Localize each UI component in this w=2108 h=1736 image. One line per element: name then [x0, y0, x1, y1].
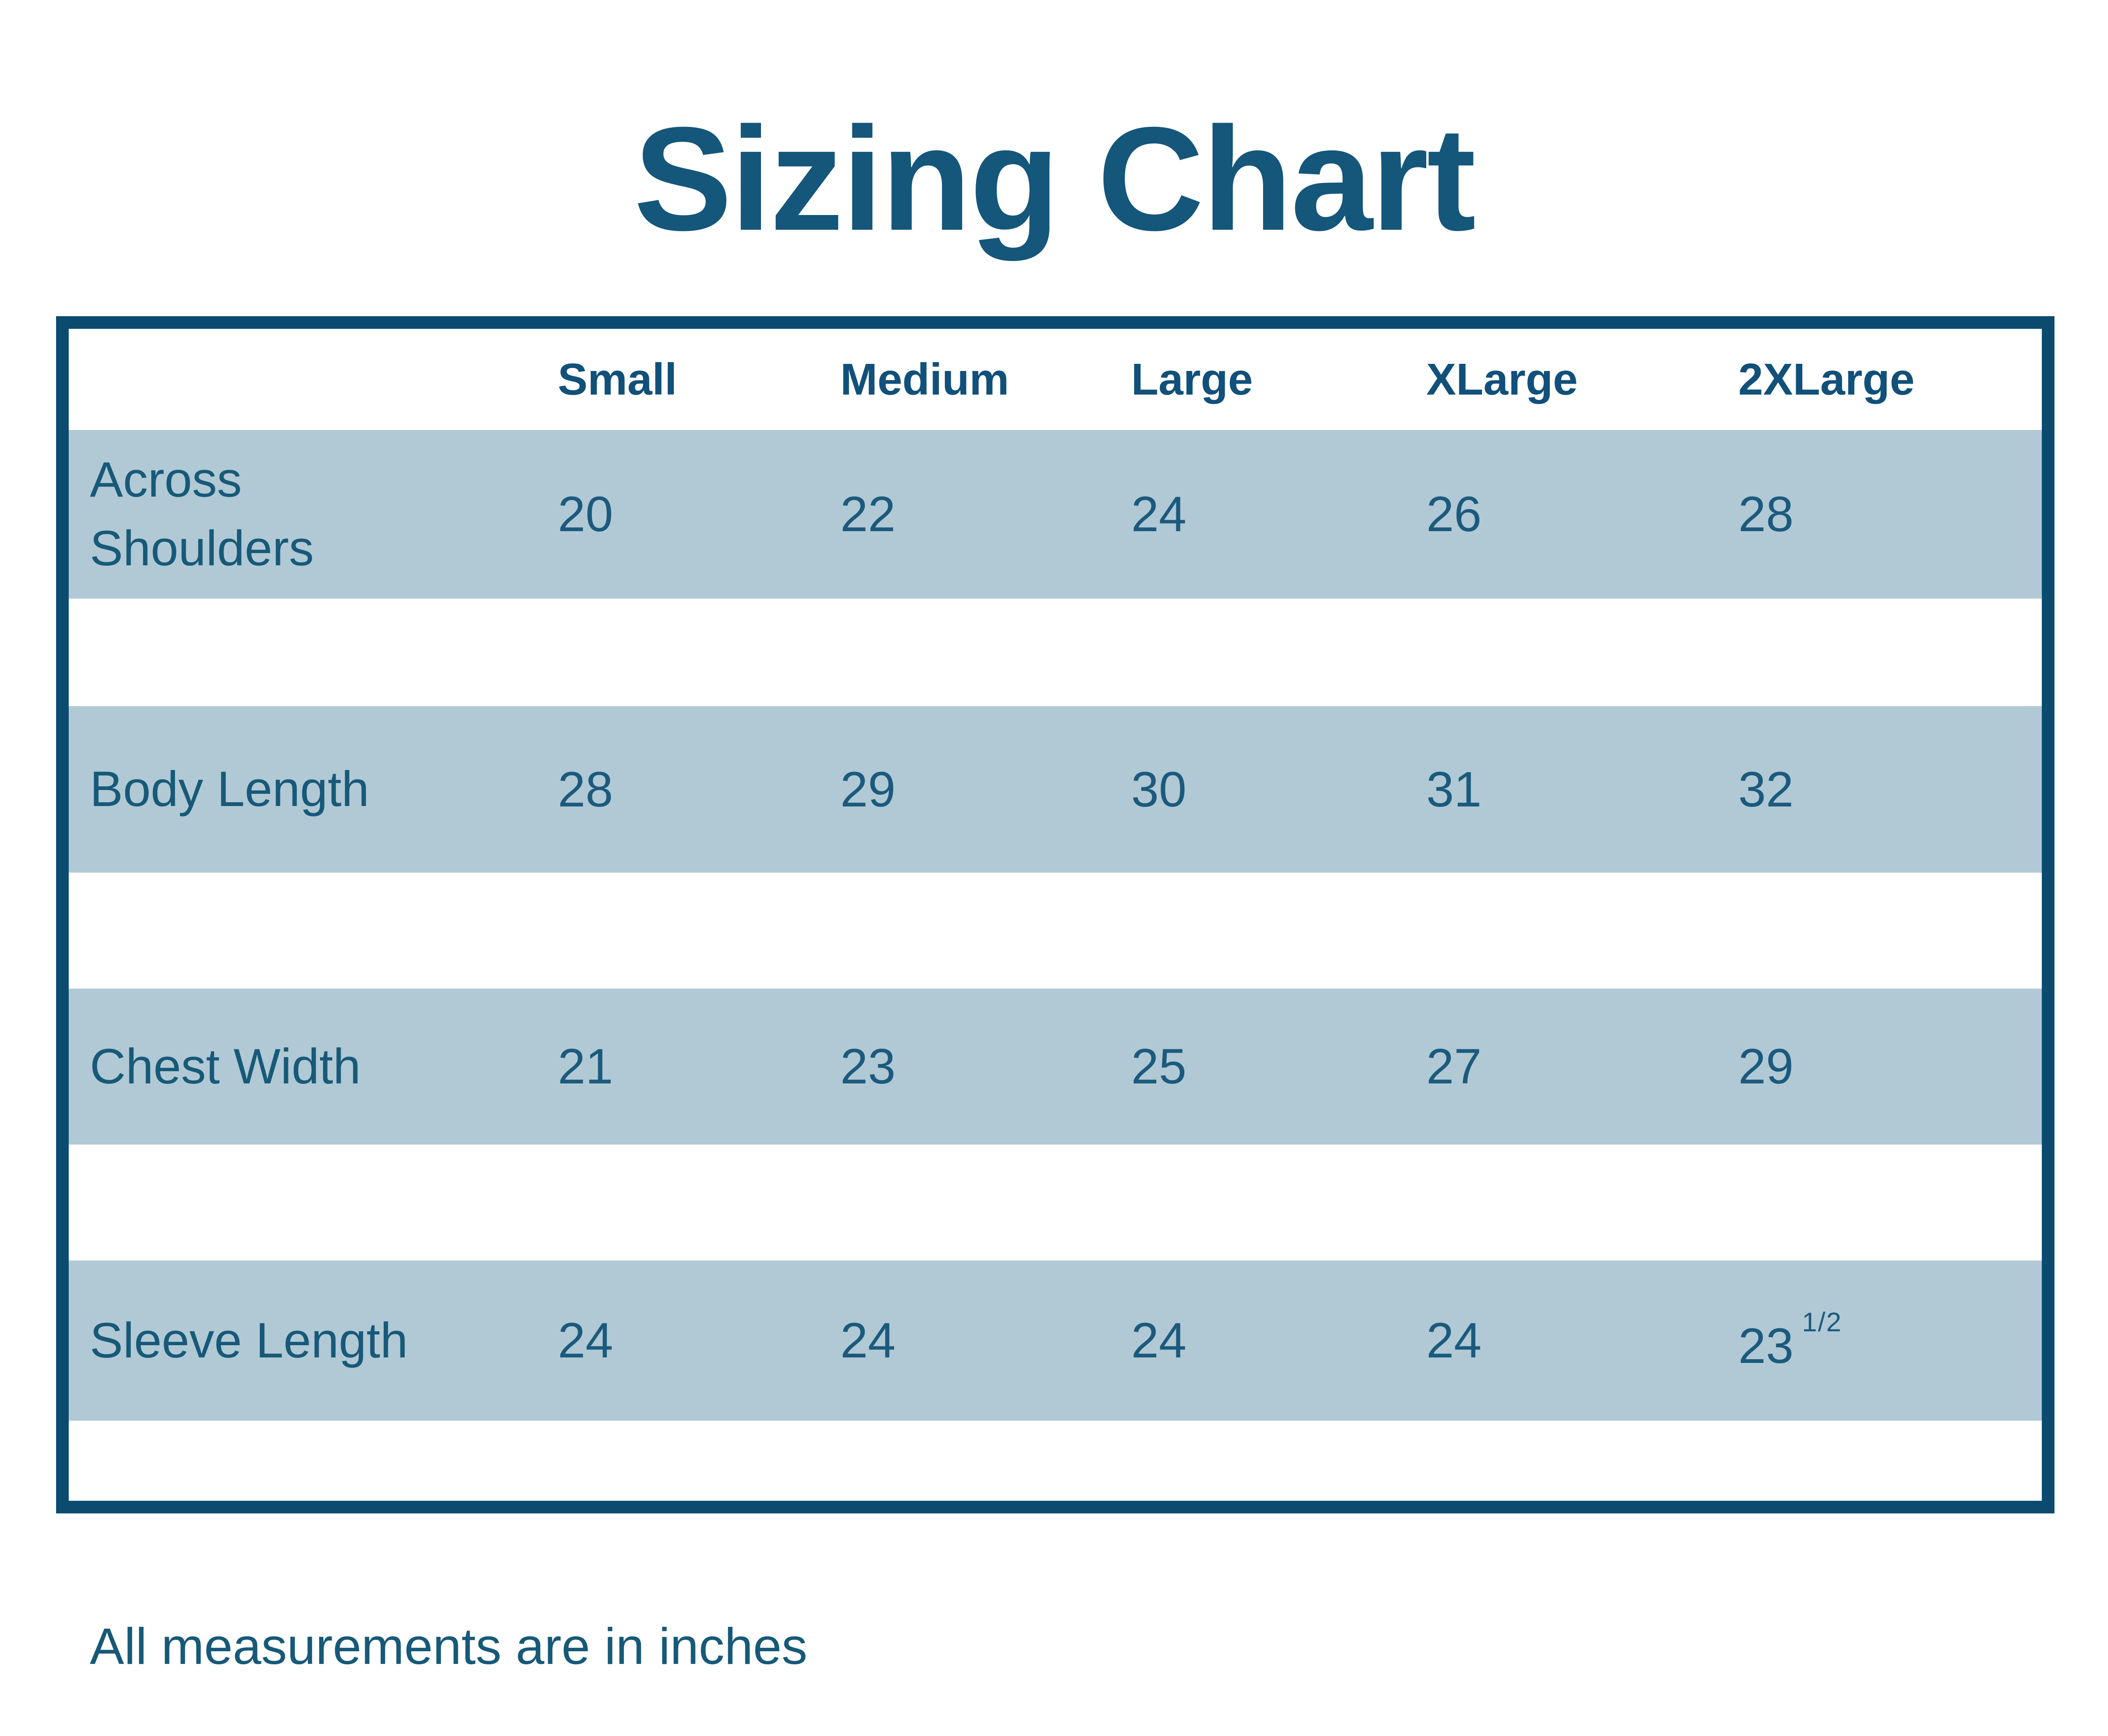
row-separator [69, 1145, 2042, 1260]
cell-chest-width-2xlarge: 29 [1738, 1039, 1794, 1094]
row-separator [69, 599, 2042, 706]
table-row-sleeve-length: Sleeve Length 24 24 24 24 23 1/2 [69, 1260, 2042, 1421]
row-label: Body Length [90, 761, 369, 817]
cell-across-shoulders-large: 24 [1131, 486, 1187, 542]
cell-across-shoulders-small: 20 [558, 486, 613, 542]
column-header-small: Small [558, 354, 677, 404]
cell-across-shoulders-medium: 22 [840, 486, 896, 542]
page-title: Sizing Chart [634, 97, 1476, 261]
cell-sleeve-length-xlarge: 24 [1426, 1313, 1482, 1368]
cell-body-length-large: 30 [1131, 761, 1187, 817]
column-header-xlarge: XLarge [1426, 354, 1578, 404]
column-header-large: Large [1131, 354, 1253, 404]
cell-chest-width-xlarge: 27 [1426, 1039, 1482, 1094]
cell-body-length-xlarge: 31 [1426, 761, 1482, 817]
row-label: Across Shoulders [90, 452, 314, 576]
row-separator [69, 873, 2042, 989]
column-header-medium: Medium [840, 354, 1009, 404]
cell-across-shoulders-xlarge: 26 [1426, 486, 1482, 542]
cell-chest-width-small: 21 [558, 1039, 613, 1094]
cell-sleeve-length-small: 24 [558, 1313, 613, 1368]
cell-sleeve-length-medium: 24 [840, 1313, 896, 1368]
cell-body-length-small: 28 [558, 761, 613, 817]
table-row-across-shoulders: Across Shoulders 20 22 24 26 28 [69, 430, 2042, 599]
column-header-2xlarge: 2XLarge [1738, 354, 1915, 404]
cell-value-fraction: 1/2 [1802, 1307, 1842, 1337]
cell-body-length-medium: 29 [840, 761, 896, 817]
row-label: Sleeve Length [90, 1312, 408, 1368]
cell-body-length-2xlarge: 32 [1738, 761, 1794, 817]
measurements-footnote: All measurements are in inches [90, 1618, 807, 1675]
table-bottom-padding [69, 1421, 2042, 1501]
sizing-table: Small Medium Large XLarge 2XLarge Across… [56, 316, 2054, 1513]
cell-sleeve-length-2xlarge: 23 1/2 [1671, 1306, 2042, 1375]
table-row-chest-width: Chest Width 21 23 25 27 29 [69, 989, 2042, 1145]
cell-sleeve-length-large: 24 [1131, 1313, 1187, 1368]
cell-chest-width-medium: 23 [840, 1039, 896, 1094]
cell-value-main: 23 [1738, 1318, 1794, 1374]
cell-chest-width-large: 25 [1131, 1039, 1187, 1094]
row-label: Chest Width [90, 1038, 361, 1094]
table-header-row: Small Medium Large XLarge 2XLarge [69, 329, 2042, 430]
table-row-body-length: Body Length 28 29 30 31 32 [69, 706, 2042, 873]
cell-across-shoulders-2xlarge: 28 [1738, 486, 1794, 542]
